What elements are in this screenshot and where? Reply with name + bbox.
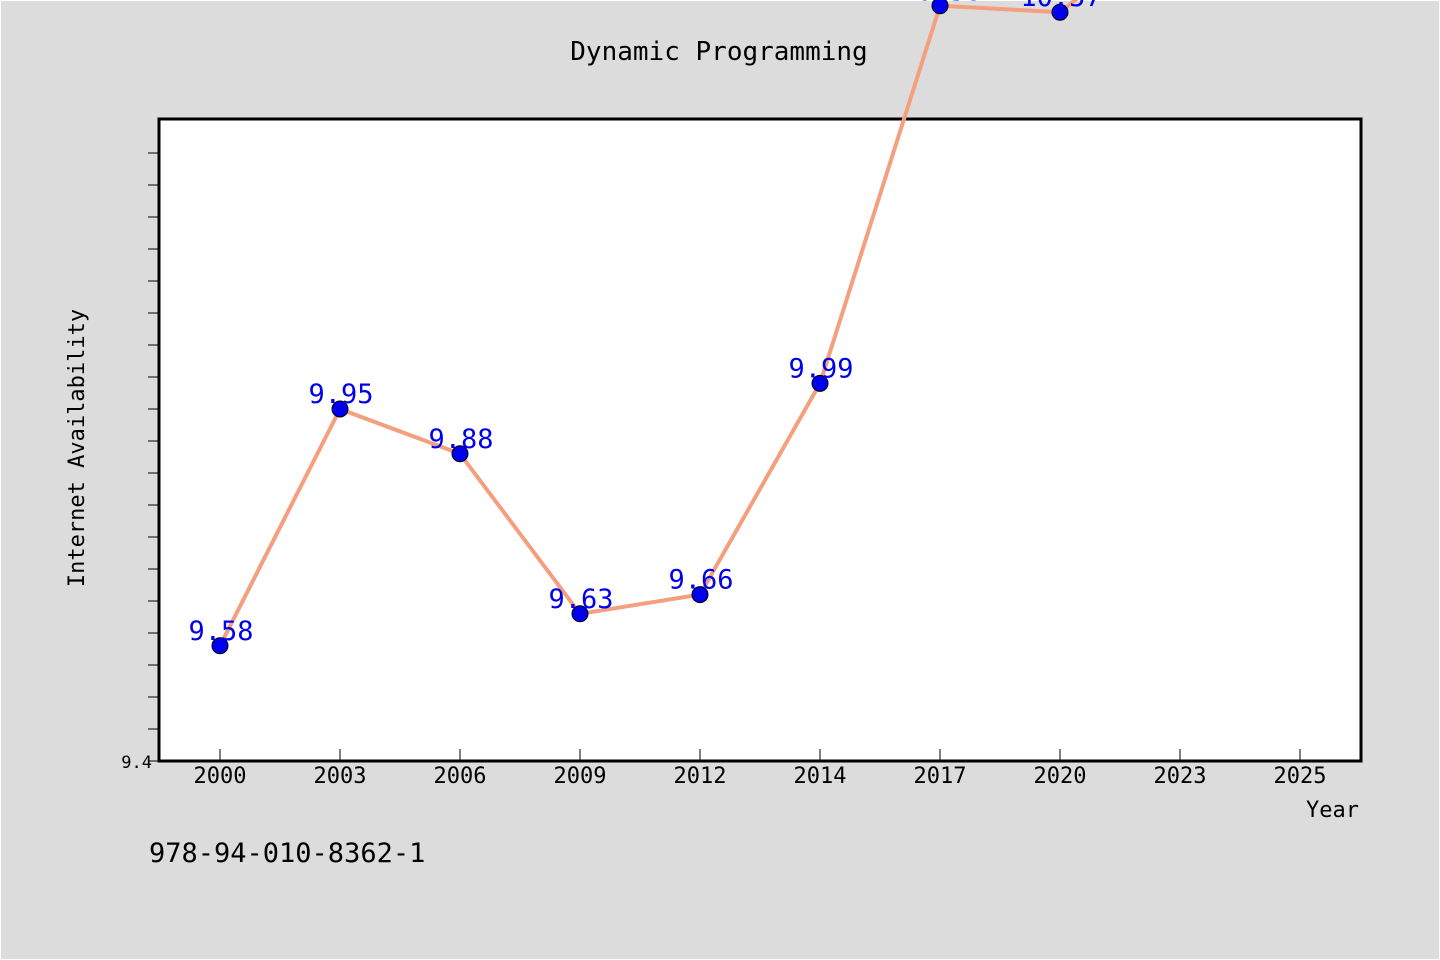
isbn-annotation: 978-94-010-8362-1 bbox=[149, 838, 425, 869]
x-tick-label: 2003 bbox=[314, 764, 367, 789]
x-axis-title: Year bbox=[1306, 798, 1359, 823]
data-label: 9.99 bbox=[788, 353, 853, 384]
data-label: 10.58 bbox=[900, 0, 981, 7]
x-axis-ticks: 2000 2003 2006 2009 2012 2014 2017 2020 2023 2025 bbox=[194, 749, 1327, 789]
series-markers bbox=[211, 0, 1069, 655]
x-tick-label: 2025 bbox=[1274, 764, 1327, 789]
y-axis-title: Internet Availability bbox=[65, 309, 90, 587]
data-labels: 9.589.959.889.639.669.9910.5810.5710.721… bbox=[188, 0, 1101, 647]
x-tick-label: 2017 bbox=[914, 764, 967, 789]
data-point bbox=[451, 445, 469, 463]
data-label: 9.63 bbox=[548, 584, 613, 615]
data-label: 9.88 bbox=[428, 424, 493, 455]
x-tick-label: 2014 bbox=[794, 764, 847, 789]
y-tick-label: 9.4 bbox=[121, 753, 152, 773]
data-point bbox=[811, 374, 829, 392]
data-label: 9.95 bbox=[308, 379, 373, 410]
x-tick-label: 2012 bbox=[674, 764, 727, 789]
data-label: 9.58 bbox=[188, 616, 253, 647]
chart-title: Dynamic Programming bbox=[570, 37, 867, 67]
data-point bbox=[691, 586, 709, 604]
x-tick-label: 2006 bbox=[434, 764, 487, 789]
x-tick-label: 2009 bbox=[554, 764, 607, 789]
data-point bbox=[1051, 3, 1069, 21]
plot-area bbox=[157, 117, 1363, 763]
data-point bbox=[331, 400, 349, 418]
series-line bbox=[218, 0, 1079, 647]
y-axis-ticks: 9.4 bbox=[121, 152, 159, 773]
data-point bbox=[931, 0, 949, 15]
data-label: 9.66 bbox=[668, 565, 733, 596]
x-tick-label: 2020 bbox=[1034, 764, 1087, 789]
data-point bbox=[211, 637, 229, 655]
x-tick-label: 2000 bbox=[194, 764, 247, 789]
data-point bbox=[571, 605, 589, 623]
x-tick-label: 2023 bbox=[1154, 764, 1207, 789]
data-label: 10.57 bbox=[1020, 0, 1101, 13]
